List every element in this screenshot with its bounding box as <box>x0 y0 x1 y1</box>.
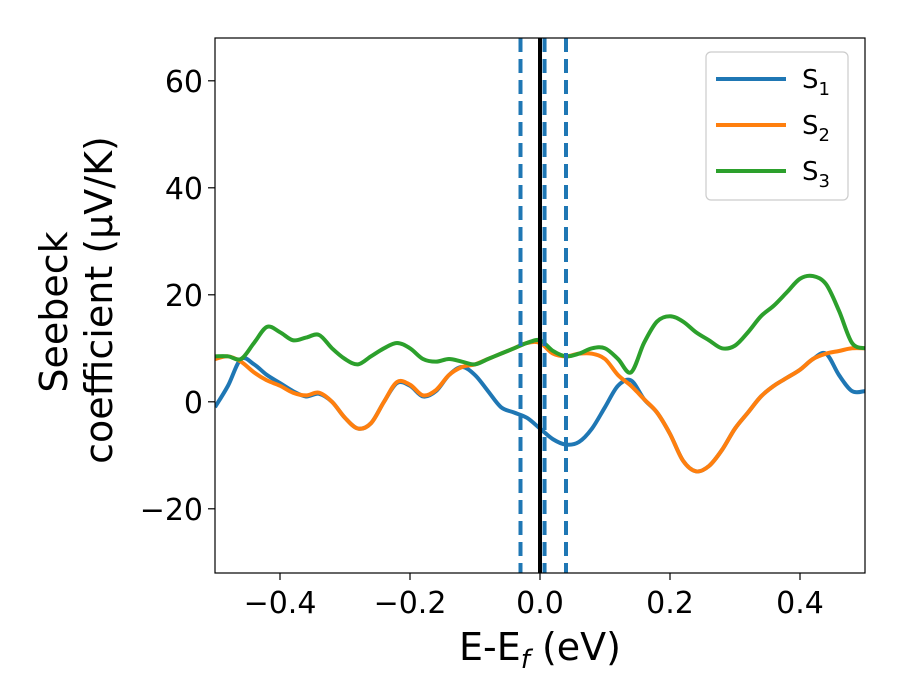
plot-area <box>214 37 866 574</box>
x-tick-label: 0.2 <box>646 586 694 621</box>
y-tick-label: 40 <box>165 172 203 207</box>
x-tick-label: 0.4 <box>776 586 824 621</box>
x-tick-label: 0.0 <box>516 586 564 621</box>
x-axis-title: E-Ef (eV) <box>459 625 621 675</box>
x-tick-label: −0.2 <box>374 586 447 621</box>
legend: S1 S2 S3 <box>705 51 849 201</box>
legend-label-s2: S2 <box>802 111 830 146</box>
y-tick-label: −20 <box>140 493 203 528</box>
y-axis-title-line1: Seebeck <box>32 231 76 392</box>
legend-label-s3: S3 <box>802 157 830 192</box>
y-tick-label: 60 <box>165 65 203 100</box>
axis-titles: E-Ef (eV) Seebeck coefficient (μV/K) <box>32 136 621 675</box>
y-tick-label: 20 <box>165 279 203 314</box>
axis-ticks: −0.4 −0.2 0.0 0.2 0.4 −20 0 20 40 60 <box>140 65 824 621</box>
y-tick-label: 0 <box>184 386 203 421</box>
legend-label-s1: S1 <box>802 65 830 100</box>
x-tick-label: −0.4 <box>244 586 317 621</box>
y-axis-title-line2: coefficient (μV/K) <box>77 136 121 464</box>
